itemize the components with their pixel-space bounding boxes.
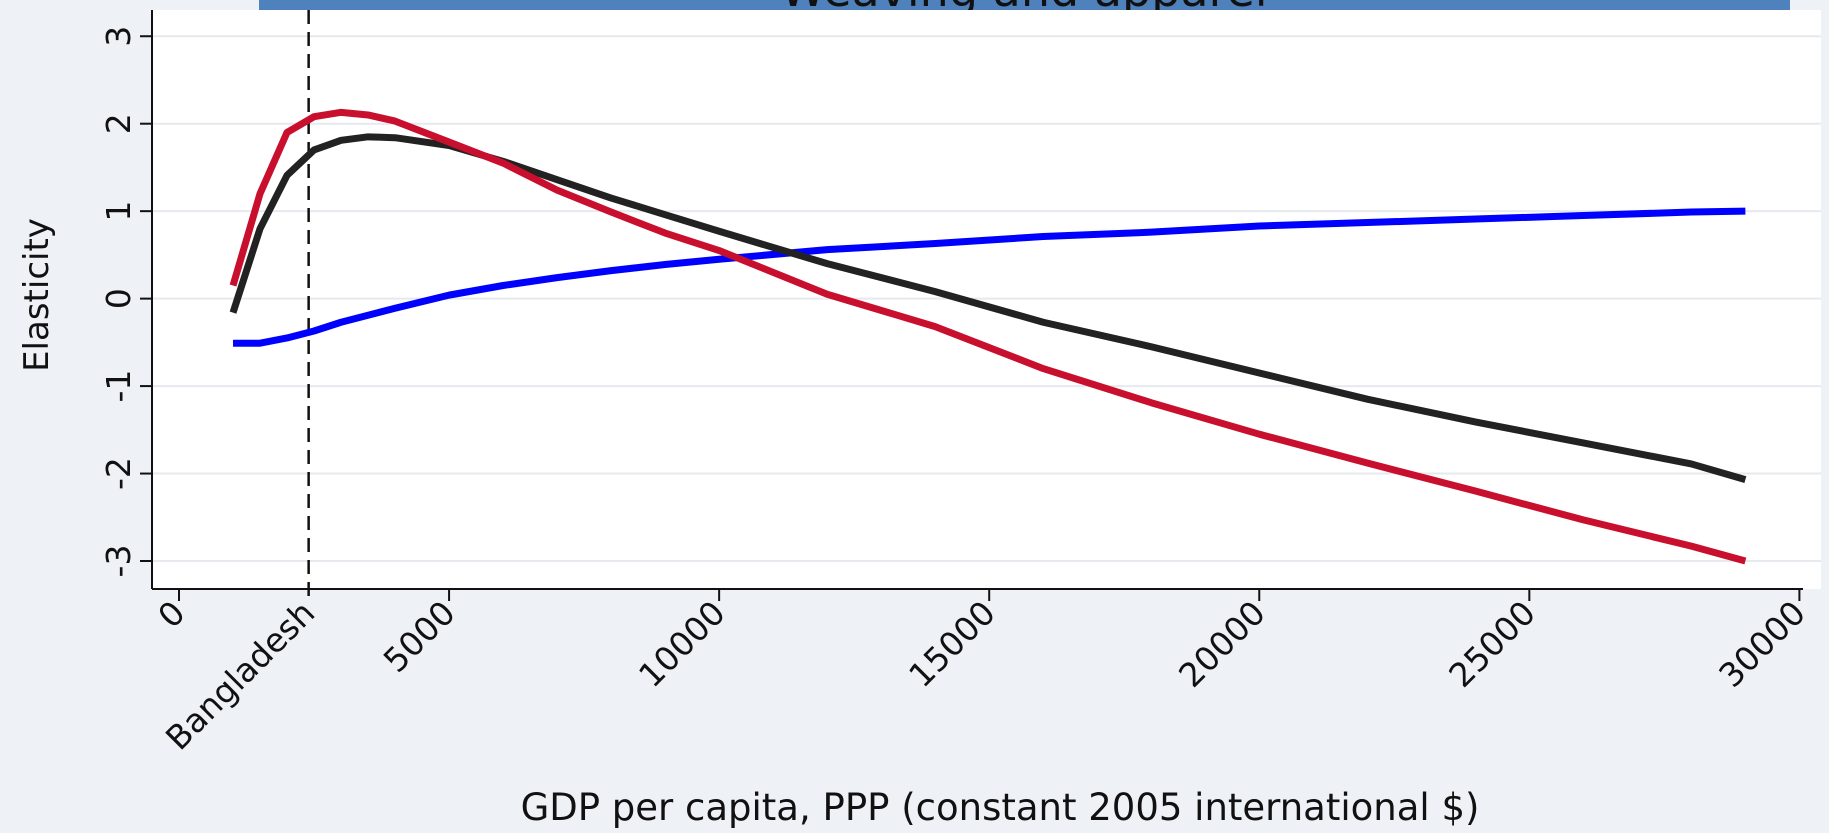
x-tick-label: 5000 (376, 593, 463, 680)
y-tick-label: 0 (99, 288, 138, 309)
x-tick-label: 20000 (1171, 593, 1273, 695)
x-axis-title: GDP per capita, PPP (constant 2005 inter… (521, 786, 1480, 829)
y-tick-label: 2 (99, 113, 138, 134)
x-tick-label: 30000 (1711, 593, 1813, 695)
y-axis-title: Elasticity (17, 218, 57, 372)
x-tick-label: 15000 (901, 593, 1003, 695)
x-tick-label: 0 (150, 593, 192, 635)
y-tick-label: -3 (99, 545, 138, 578)
x-tick-label: 10000 (631, 593, 733, 695)
y-tick-label: 3 (99, 26, 138, 47)
series-line (229, 133, 1747, 484)
x-tick-label: 25000 (1441, 593, 1543, 695)
y-tick-label: -2 (99, 457, 138, 490)
y-tick-label: -1 (99, 370, 138, 403)
series-line (229, 108, 1747, 565)
y-tick-label: 1 (99, 201, 138, 222)
series-line (233, 207, 1746, 347)
